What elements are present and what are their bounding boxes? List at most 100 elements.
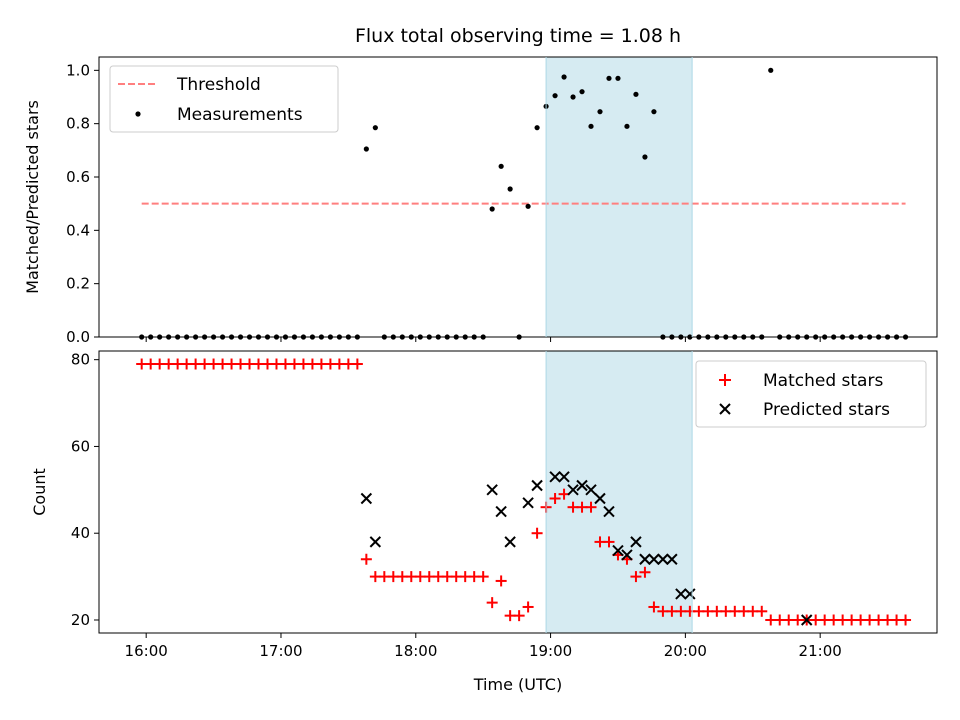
- predicted-stars-point: [549, 471, 561, 483]
- top-plot-frame: [98, 56, 938, 338]
- measurements-legend-swatch: [135, 111, 141, 117]
- measurement-point: [372, 125, 378, 131]
- measurement-point: [624, 123, 630, 129]
- measurement-point: [579, 89, 585, 95]
- matched-stars-point: [603, 536, 615, 548]
- legend-predicted-label: Predicted stars: [763, 400, 890, 420]
- measurement-point: [597, 109, 603, 115]
- x-tick-label: 21:00: [799, 642, 842, 660]
- chart-title: Flux total observing time = 1.08 h: [355, 25, 681, 47]
- matched-stars-point: [585, 501, 597, 513]
- measurement-point: [570, 94, 576, 100]
- y-tick-label: 80: [71, 351, 90, 369]
- predicted-stars-point: [666, 553, 678, 565]
- predicted-stars-point: [531, 479, 543, 492]
- measurement-point: [588, 123, 594, 129]
- predicted-stars-point: [630, 536, 642, 548]
- y-tick-label: 1.0: [66, 61, 90, 79]
- bottom-legend-box: [695, 360, 927, 428]
- bottom-y-ticks: 20 40 60 80: [71, 351, 99, 629]
- top-y-axis-label: Matched/Predicted stars: [23, 100, 42, 294]
- matched-stars-point: [639, 566, 651, 578]
- predicted-stars-point: [585, 484, 597, 496]
- x-tick-label: 17:00: [259, 642, 302, 660]
- measurement-point: [534, 125, 540, 131]
- matched-stars-point: [360, 553, 372, 565]
- measurement-point: [651, 109, 657, 115]
- matched-stars-point: [513, 610, 525, 622]
- predicted-stars-point: [576, 479, 588, 492]
- x-axis-label: Time (UTC): [473, 675, 562, 694]
- predicted-stars-point: [486, 484, 498, 496]
- y-tick-label: 0.0: [66, 328, 90, 346]
- legend-threshold-label: Threshold: [176, 75, 261, 95]
- y-tick-label: 60: [71, 437, 90, 455]
- predicted-stars-point: [360, 492, 373, 505]
- measurement-point: [615, 75, 621, 81]
- predicted-stars-point: [639, 553, 651, 565]
- top-legend: Threshold Measurements: [109, 65, 339, 133]
- legend-matched-label: Matched stars: [763, 371, 883, 391]
- top-panel: 0.0 0.2 0.4 0.6 0.8 1.0 Matched/Predicted sta…: [23, 56, 938, 346]
- predicted-stars-point: [522, 497, 534, 509]
- measurement-point: [525, 203, 531, 209]
- predicted-stars-point: [657, 553, 669, 565]
- matched-stars-point: [756, 605, 768, 617]
- y-tick-label: 0.4: [66, 221, 90, 239]
- bottom-legend: Matched stars Predicted stars: [695, 360, 927, 428]
- predicted-stars-point: [675, 588, 687, 600]
- matched-stars-point: [648, 601, 660, 613]
- predicted-stars-point: [684, 588, 696, 600]
- predicted-stars-point: [621, 549, 633, 561]
- predicted-stars-point: [558, 471, 570, 483]
- bottom-x-ticks: 16:00 17:00 18:00 19:00 20:00 21:00: [125, 633, 842, 660]
- matched-stars-point: [486, 597, 498, 609]
- y-tick-label: 20: [71, 611, 90, 629]
- x-tick-label: 16:00: [125, 642, 168, 660]
- measurement-point: [498, 163, 504, 169]
- matched-legend-swatch: [719, 374, 731, 386]
- top-highlight-span: [546, 57, 693, 337]
- measurement-point: [552, 93, 558, 99]
- measurement-point: [507, 186, 513, 192]
- y-tick-label: 0.6: [66, 168, 90, 186]
- matched-stars-point: [630, 571, 642, 583]
- matched-stars-point: [900, 614, 912, 626]
- measurement-point: [768, 67, 774, 73]
- predicted-stars-point: [603, 505, 615, 518]
- top-y-ticks: 0.0 0.2 0.4 0.6 0.8 1.0: [66, 61, 99, 346]
- y-tick-label: 40: [71, 524, 90, 542]
- y-tick-label: 0.2: [66, 275, 90, 293]
- measurement-point: [633, 91, 639, 97]
- x-tick-label: 18:00: [394, 642, 437, 660]
- bottom-plot-frame: [98, 350, 938, 634]
- measurement-point: [489, 206, 495, 212]
- predicted-stars-point: [495, 505, 507, 518]
- predicted-stars-point: [594, 492, 606, 505]
- matched-stars-point: [351, 358, 363, 370]
- matched-stars-point: [549, 493, 561, 505]
- bottom-series-layer: [136, 358, 912, 626]
- predicted-stars-point: [648, 553, 660, 565]
- measurement-point: [363, 146, 369, 152]
- predicted-stars-point: [369, 536, 382, 548]
- predicted-stars-point: [612, 544, 624, 557]
- x-tick-label: 19:00: [529, 642, 572, 660]
- measurement-point: [606, 75, 612, 81]
- top-legend-box: [109, 65, 339, 133]
- legend-measurements-label: Measurements: [177, 105, 303, 125]
- measurement-point: [642, 154, 648, 160]
- y-tick-label: 0.8: [66, 115, 90, 133]
- bottom-highlight-span: [546, 351, 693, 633]
- predicted-stars-point: [504, 536, 516, 548]
- x-tick-label: 20:00: [664, 642, 707, 660]
- bottom-y-axis-label: Count: [30, 468, 49, 516]
- matched-stars-point: [477, 571, 489, 583]
- measurement-point: [561, 74, 567, 80]
- top-x-ticks: [145, 337, 821, 342]
- matched-stars-point: [522, 601, 534, 613]
- predicted-stars-point: [800, 614, 813, 626]
- predicted-stars-point: [567, 484, 579, 496]
